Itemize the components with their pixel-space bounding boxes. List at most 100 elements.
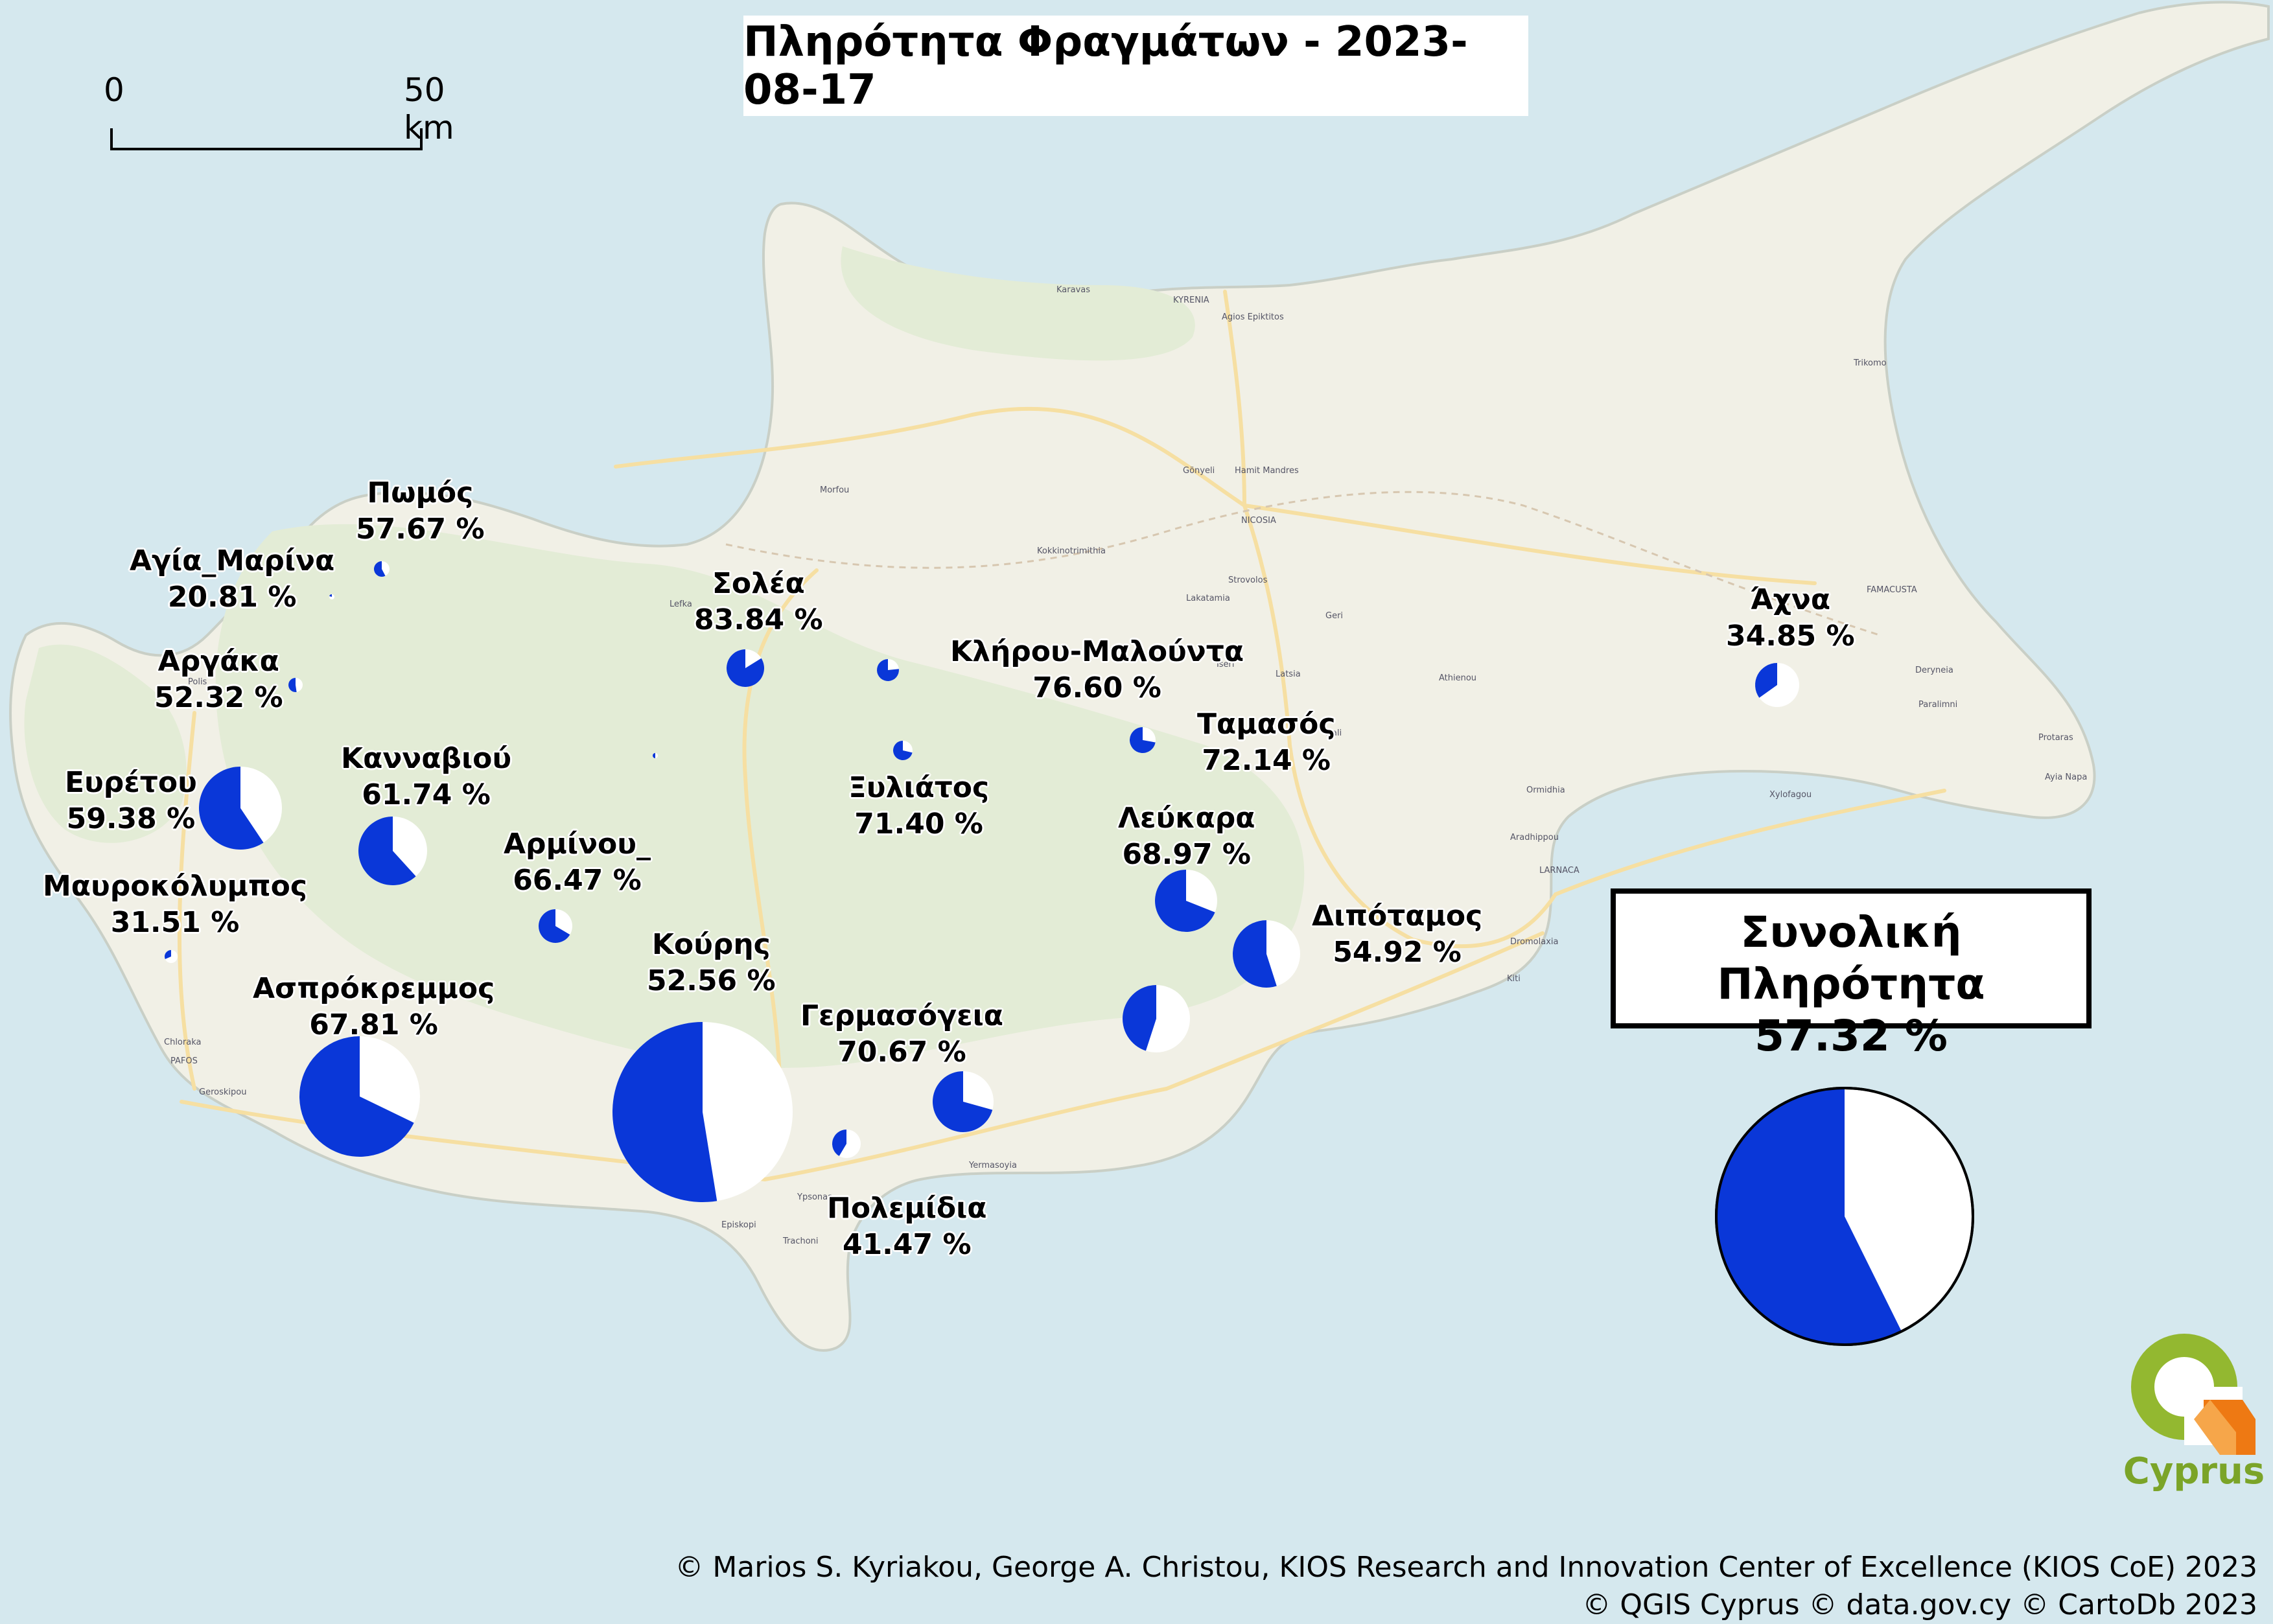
dam-label-evretou: Ευρέτου 59.38 % xyxy=(65,766,197,835)
total-percent: 57.32 % xyxy=(1754,1011,1948,1061)
reservoir-pie-7-filled-slice xyxy=(539,909,570,944)
reservoir-pie-1-filled-slice xyxy=(329,594,332,597)
dam-label-germasogeia: Γερμασόγεια 70.67 % xyxy=(800,999,1003,1069)
place-name: Strovolos xyxy=(1228,575,1268,585)
dam-label-mavrokolympos: Μαυροκόλυμπος 31.51 % xyxy=(43,870,307,939)
place-name: Ypsonas xyxy=(797,1192,832,1202)
credits: © Marios S. Kyriakou, George A. Christou… xyxy=(675,1549,2257,1624)
total-pie-filled-slice xyxy=(1716,1088,1902,1345)
dam-label-agia-marina: Αγία_Μαρίνα 20.81 % xyxy=(130,544,335,614)
qgis-cyprus-logo xyxy=(2131,1334,2256,1455)
reservoir-pie-2 xyxy=(288,678,303,692)
dam-label-argaka: Αργάκα 52.32 % xyxy=(154,645,283,714)
scale-end-label: 50 km xyxy=(404,71,454,146)
place-name: Tseri xyxy=(1215,660,1235,669)
place-name: PAFOS xyxy=(170,1056,198,1066)
reservoir-pie-13-filled-slice xyxy=(612,1022,717,1202)
place-name: Aradhippou xyxy=(1510,833,1559,842)
place-name: Polis xyxy=(188,677,207,687)
reservoir-pie-14-filled-slice xyxy=(1232,920,1277,988)
reservoir-pie-12 xyxy=(1154,870,1217,933)
reservoir-pie-5 xyxy=(165,950,178,963)
place-name: Episkopi xyxy=(721,1220,756,1230)
reservoir-pie-9 xyxy=(876,659,900,681)
reservoir-pie-4 xyxy=(358,817,427,886)
reservoir-pie-19-filled-slice xyxy=(1122,985,1156,1051)
place-name: Trachoni xyxy=(783,1236,819,1246)
reservoir-pie-3-filled-slice xyxy=(199,767,264,850)
reservoir-pie-17 xyxy=(1755,663,1799,707)
place-name: Geri xyxy=(1325,611,1344,621)
dam-label-kannaviou: Κανναβιού 61.74 % xyxy=(341,742,512,811)
place-name: Protaras xyxy=(2038,733,2073,743)
scale-bar: 0 50 km xyxy=(104,71,454,162)
reservoir-pie-8 xyxy=(726,649,764,687)
reservoir-pie-6-filled-slice xyxy=(299,1036,414,1157)
dam-label-pomos: Πωμός 57.67 % xyxy=(356,476,485,546)
place-name: Deryneia xyxy=(1915,666,1953,675)
place-name: Paralimni xyxy=(1918,700,1958,710)
reservoir-pie-3 xyxy=(199,767,282,850)
total-label: Συνολική Πληρότητα xyxy=(1717,907,1985,1009)
place-name: Geroskipou xyxy=(199,1087,247,1097)
reservoir-pie-0 xyxy=(373,561,390,577)
dam-label-achna: Άχνα 34.85 % xyxy=(1726,583,1855,653)
reservoir-pie-1 xyxy=(329,594,334,599)
place-name: FAMACUSTA xyxy=(1867,585,1917,595)
reservoir-pie-9-filled-slice xyxy=(876,659,900,681)
scale-line xyxy=(110,128,423,150)
reservoir-pie-19 xyxy=(1122,985,1190,1052)
place-name: Kiti xyxy=(1507,974,1521,984)
reservoir-pie-11 xyxy=(893,741,913,760)
total-pie xyxy=(1715,1087,1974,1346)
dam-label-solea: Σολέα 83.84 % xyxy=(694,567,823,636)
credits-line-2: © QGIS Cyprus © data.gov.cy © CartoDb 20… xyxy=(1582,1588,2257,1621)
dam-label-asprokremmos: Ασπρόκρεμμος 67.81 % xyxy=(253,972,495,1041)
place-name: Ayia Napa xyxy=(2045,772,2088,782)
reservoir-pie-2-filled-slice xyxy=(288,678,297,692)
reservoir-pie-10-filled-slice xyxy=(1130,727,1156,753)
dam-label-tamasos: Ταμασός 72.14 % xyxy=(1197,708,1336,777)
logo-text: Cyprus xyxy=(2123,1450,2265,1492)
place-name: Yermasoyia xyxy=(969,1161,1017,1170)
place-name: Xylofagou xyxy=(1769,790,1812,800)
place-name: Ormidhia xyxy=(1526,785,1565,795)
reservoir-pie-18-filled-slice xyxy=(653,753,655,758)
dam-label-kouris: Κούρης 52.56 % xyxy=(647,928,776,997)
place-name: Latsia xyxy=(1276,669,1301,679)
place-name: Athienou xyxy=(1439,673,1477,683)
place-name: Chloraka xyxy=(164,1038,202,1047)
place-name: Lefka xyxy=(670,599,692,609)
place-name: Gönyeli xyxy=(1183,466,1215,476)
reservoir-pie-7 xyxy=(539,909,572,944)
reservoir-pie-4-filled-slice xyxy=(358,817,416,886)
reservoir-pie-16-filled-slice xyxy=(832,1130,846,1156)
title-text: Πληρότητα Φραγμάτων - 2023-08-17 xyxy=(743,17,1468,114)
place-name: Morfou xyxy=(820,485,850,495)
reservoir-pie-11-filled-slice xyxy=(893,741,913,760)
map-title: Πληρότητα Φραγμάτων - 2023-08-17 xyxy=(743,16,1528,116)
place-name: Trikomo xyxy=(1854,358,1887,368)
dam-label-arminou: Αρμίνου_ 66.47 % xyxy=(504,828,651,897)
reservoir-pie-12-filled-slice xyxy=(1154,870,1215,933)
total-fill-box: Συνολική Πληρότητα 57.32 % xyxy=(1611,888,2092,1061)
dam-label-dipotamos: Διπόταμος 54.92 % xyxy=(1312,899,1483,969)
reservoir-pie-17-filled-slice xyxy=(1755,663,1777,698)
place-name: Lakatamia xyxy=(1186,594,1230,603)
reservoir-pie-13 xyxy=(612,1022,793,1202)
dam-label-polemidia: Πολεμίδια 41.47 % xyxy=(827,1192,987,1261)
place-name: Hamit Mandres xyxy=(1235,466,1299,476)
reservoir-pie-16 xyxy=(832,1130,861,1158)
place-name: Agios Epiktitos xyxy=(1222,312,1284,322)
reservoir-pie-15 xyxy=(932,1071,994,1132)
reservoir-pie-6 xyxy=(299,1036,420,1157)
dam-label-xyliatos: Ξυλιάτος 71.40 % xyxy=(848,771,990,841)
reservoir-pie-18 xyxy=(653,753,658,758)
dam-label-klirou-malounta: Κλήρου-Μαλούντα 76.60 % xyxy=(950,635,1244,704)
place-name: NICOSIA xyxy=(1241,516,1276,526)
reservoir-pie-8-filled-slice xyxy=(726,649,764,687)
place-name: LARNACA xyxy=(1539,866,1579,876)
reservoir-pie-5-filled-slice xyxy=(165,950,171,959)
